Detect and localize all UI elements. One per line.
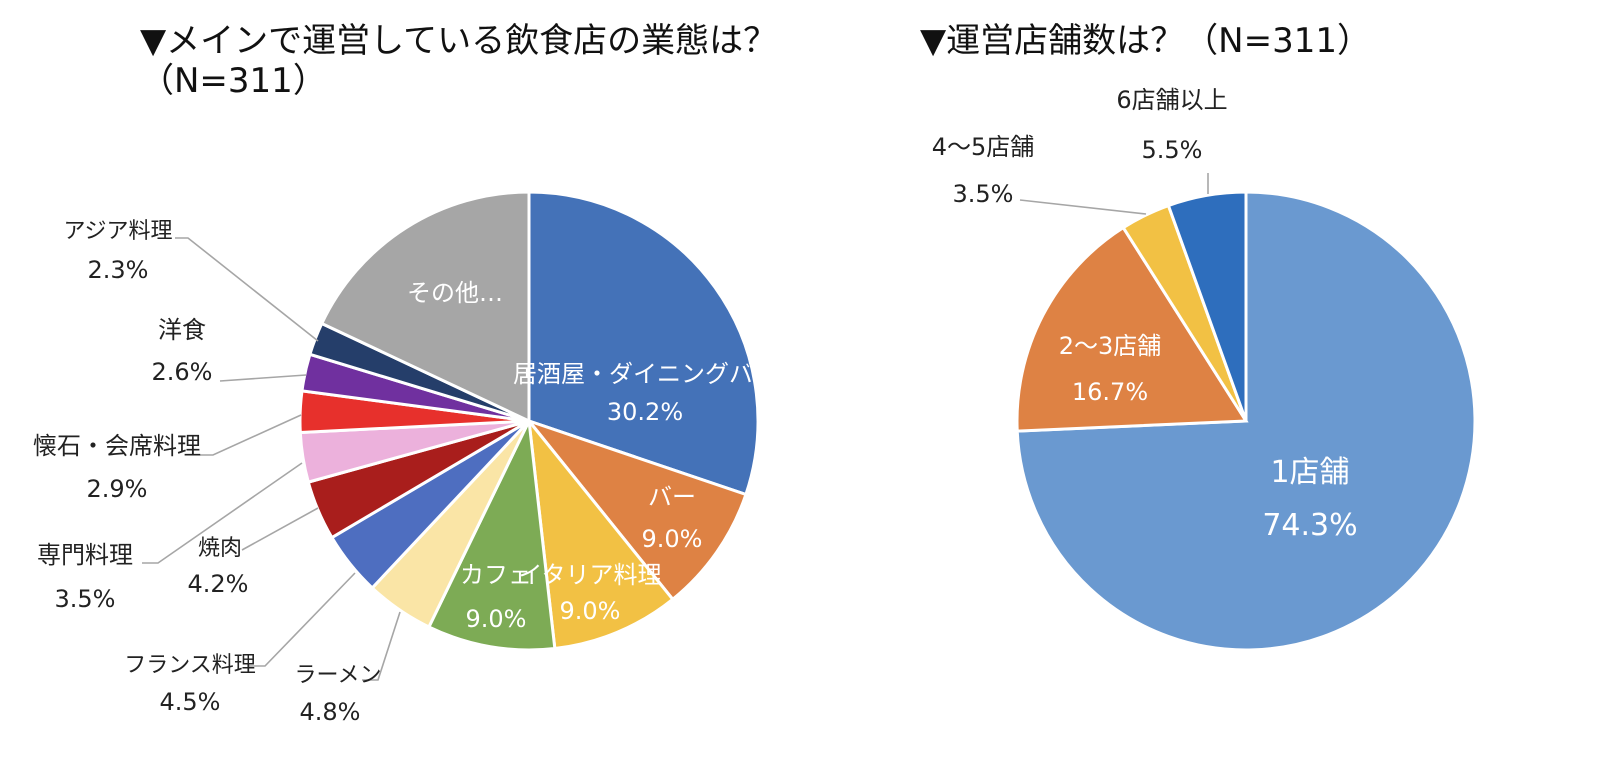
slice-value-italian: 9.0% [560,597,621,625]
leader-ramen [362,611,401,681]
chart1-subtitle: （N=311） [140,61,327,101]
slice-label-cafe: カフェ [460,561,532,589]
slice-label-other: その他… [407,279,503,307]
chart1-slice-0 [527,190,760,497]
chart1-slice-2 [526,416,675,651]
leader-french [248,572,356,667]
slice-label-izakaya: 居酒屋・ダイニングバー [513,360,777,388]
slice-label-2to3: 2～3店舗 [1059,332,1162,360]
chart1-slice-11 [319,190,531,424]
chart2-labels: 1店舗 74.3% 2～3店舗 16.7% 4～5店舗 3.5% 6店舗以上 5… [932,86,1358,543]
slice-label-asian: アジア料理 [63,219,172,244]
chart2-slice-3 [1166,190,1248,422]
slice-value-2to3: 16.7% [1072,378,1148,406]
slice-label-kaiseki: 懐石・会席料理 [33,432,201,460]
slice-value-asian: 2.3% [88,256,149,284]
slice-value-4to5: 3.5% [953,180,1014,208]
chart1-slice-3 [426,415,557,652]
slice-label-bar: バー [648,483,696,511]
slice-value-cafe: 9.0% [466,605,527,633]
slice-value-specialty: 3.5% [55,585,116,613]
slice-value-izakaya: 30.2% [607,398,683,426]
slice-label-4to5: 4～5店舗 [932,133,1035,161]
slice-value-french: 4.5% [160,688,221,716]
slice-label-specialty: 専門料理 [37,541,133,569]
slice-value-1store: 74.3% [1262,508,1357,543]
slice-label-1store: 1店舗 [1270,455,1349,490]
chart2-slice-1 [1015,225,1249,433]
slice-value-6plus: 5.5% [1142,136,1203,164]
slice-label-french: フランス料理 [124,653,256,678]
leader-specialty [142,462,303,564]
slice-label-italian: イタリア料理 [518,561,661,589]
slice-label-ramen: ラーメン [294,663,381,688]
leader-4to5 [1019,199,1147,215]
slice-label-6plus: 6店舗以上 [1116,86,1227,114]
slice-value-ramen: 4.8% [300,698,361,726]
slice-value-bar: 9.0% [642,525,703,553]
slice-value-kaiseki: 2.9% [87,475,148,503]
leader-yakiniku [241,507,319,551]
slice-value-yoshoku: 2.6% [152,358,213,386]
pie-chart-store-count [1015,190,1477,652]
leader-kaiseki [200,414,302,456]
slice-label-yakiniku: 焼肉 [198,536,242,561]
chart1-labels: 居酒屋・ダイニングバー 30.2% バー 9.0% イタリア料理 9.0% カフ… [33,219,777,726]
slice-value-yakiniku: 4.2% [188,570,249,598]
chart1-title: ▼メインで運営している飲食店の業態は？ [140,21,777,61]
leader-asian [175,237,319,342]
pie-chart-business-type [298,190,760,652]
chart2-title: ▼運営店舗数は？（N=311） [920,21,1371,61]
chart1-slice-1 [524,417,748,602]
leader-yoshoku [219,374,307,382]
slice-label-yoshoku: 洋食 [158,316,206,344]
